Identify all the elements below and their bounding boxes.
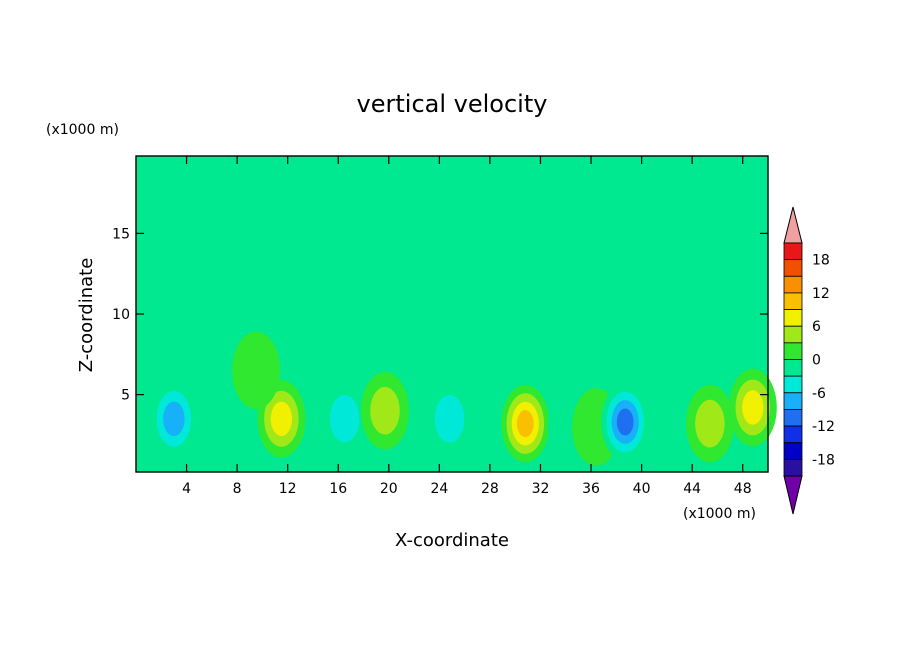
y-tick-label: 10 <box>112 307 130 323</box>
x-axis-label: X-coordinate <box>395 530 509 551</box>
contour-band <box>232 331 281 410</box>
colorbar-label: -12 <box>812 419 835 435</box>
colorbar-top-triangle <box>783 206 803 244</box>
contour-band <box>163 401 185 436</box>
colorbar-label: -6 <box>812 386 826 402</box>
contour-band <box>370 386 400 435</box>
velocity-cell <box>361 372 409 450</box>
contour-band <box>616 408 634 436</box>
y-tick-label: 15 <box>112 226 130 242</box>
colorbar-label: 12 <box>812 286 830 302</box>
colorbar-band <box>783 292 803 310</box>
contour-field <box>149 331 777 466</box>
colorbar-band <box>783 259 803 277</box>
x-tick-label: 36 <box>582 481 600 497</box>
colorbar-band <box>783 392 803 410</box>
contour-band <box>270 401 293 436</box>
colorbar-band <box>783 442 803 460</box>
colorbar: 18 12 6 0 -6 -12 -18 <box>783 206 835 515</box>
x-tick-label: 12 <box>279 481 297 497</box>
x-multiplier-label: (x1000 m) <box>683 506 756 522</box>
chart-title: vertical velocity <box>357 90 548 118</box>
colorbar-band <box>783 458 803 477</box>
x-tick-label: 8 <box>233 481 242 497</box>
colorbar-band <box>783 309 803 327</box>
x-tick-label: 4 <box>182 481 191 497</box>
y-tick-label: 5 <box>121 388 130 404</box>
x-tick-label: 40 <box>633 481 651 497</box>
velocity-cell <box>425 380 474 458</box>
colorbar-band <box>783 275 803 294</box>
contour-band <box>516 410 534 438</box>
x-tick-label: 20 <box>380 481 398 497</box>
colorbar-band <box>783 325 803 344</box>
velocity-cell <box>320 380 369 458</box>
colorbar-band <box>783 342 803 360</box>
x-tick-label: 28 <box>481 481 499 497</box>
velocity-cell <box>601 383 650 461</box>
velocity-cell <box>501 384 550 463</box>
contour-band <box>742 390 764 425</box>
colorbar-label: 6 <box>812 319 821 335</box>
velocity-cell <box>149 380 198 458</box>
x-tick-label: 44 <box>683 481 701 497</box>
contour-band <box>329 395 360 443</box>
colorbar-label: 18 <box>812 253 830 269</box>
colorbar-band <box>783 359 803 377</box>
colorbar-label: -18 <box>812 452 835 468</box>
velocity-cell <box>685 384 734 463</box>
colorbar-band <box>783 242 803 261</box>
y-multiplier-label: (x1000 m) <box>46 122 119 138</box>
contour-band <box>434 395 465 443</box>
y-axis-label: Z-coordinate <box>76 258 97 373</box>
colorbar-band <box>783 409 803 427</box>
colorbar-band <box>783 375 803 394</box>
velocity-cell <box>728 368 777 447</box>
x-tick-label: 48 <box>734 481 752 497</box>
colorbar-bottom-triangle <box>783 475 803 515</box>
x-tick-label: 32 <box>532 481 550 497</box>
velocity-cell <box>232 331 281 410</box>
x-tick-label: 16 <box>329 481 347 497</box>
colorbar-band <box>783 425 803 444</box>
x-tick-label: 24 <box>430 481 448 497</box>
y-ticks: 5 10 15 <box>112 226 768 404</box>
x-ticks: 4 8 12 16 20 24 28 32 36 40 44 48 <box>182 156 752 497</box>
contour-band <box>695 399 725 448</box>
colorbar-label: 0 <box>812 353 821 369</box>
